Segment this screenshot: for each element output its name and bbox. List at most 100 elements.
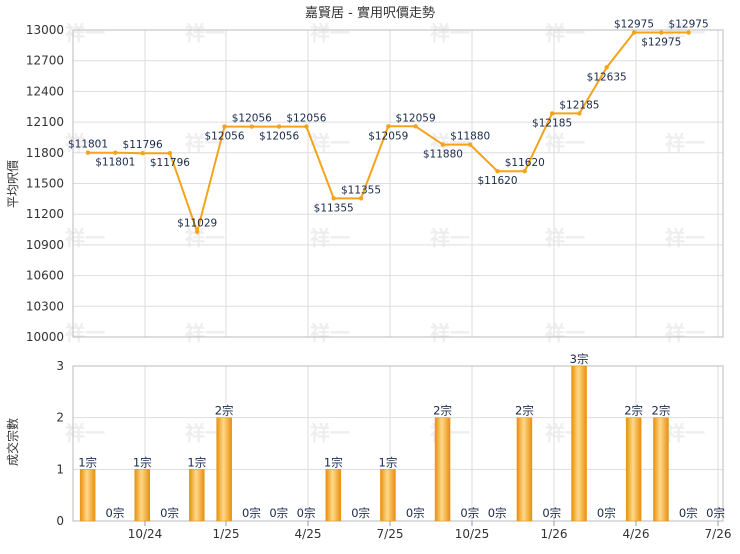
x-tick-label: 10/24	[128, 527, 163, 541]
price-data-label: $11801	[95, 157, 135, 169]
watermark-text: 祥一	[430, 21, 470, 45]
transaction-data-label: 2宗	[215, 404, 234, 418]
transaction-data-label: 1宗	[78, 455, 97, 469]
watermark-text: 祥一	[310, 421, 350, 445]
watermark-text: 祥一	[185, 226, 225, 250]
price-point	[631, 30, 637, 35]
transaction-data-label: 0宗	[406, 506, 425, 520]
transaction-data-label: 3宗	[570, 352, 589, 366]
watermark-text: 祥一	[65, 131, 105, 155]
plot-frame	[72, 365, 724, 522]
x-tick-label: 10/25	[455, 527, 490, 541]
y-axis-label: 成交宗數	[5, 418, 20, 466]
price-data-label: $12059	[368, 130, 408, 142]
watermark-text: 祥一	[185, 21, 225, 45]
price-data-label: $12975	[614, 19, 654, 31]
watermark-text: 祥一	[545, 21, 585, 45]
watermark-text: 祥一	[545, 321, 585, 345]
plot-frame	[72, 29, 724, 338]
price-point	[440, 142, 446, 147]
watermark-text: 祥一	[65, 421, 105, 445]
transaction-data-label: 0宗	[706, 506, 725, 520]
y-axis-label: 平均呎價	[6, 160, 20, 208]
price-point	[358, 196, 364, 201]
price-point	[222, 124, 227, 129]
price-point	[468, 142, 473, 147]
transaction-bar	[571, 365, 587, 522]
y-tick-label: 11800	[26, 146, 64, 160]
transaction-data-label: 0宗	[297, 506, 316, 520]
transaction-bar	[325, 469, 342, 522]
price-data-label: $12059	[396, 112, 436, 124]
price-data-label: $11355	[341, 184, 381, 196]
watermark-text: 祥一	[430, 131, 470, 155]
y-tick-label: 11200	[26, 207, 64, 221]
price-point	[304, 124, 309, 129]
price-point	[386, 124, 391, 129]
watermark-text: 祥一	[310, 321, 350, 345]
price-data-label: $11880	[450, 131, 490, 143]
transaction-bar	[434, 417, 451, 522]
watermark-text: 祥一	[310, 226, 350, 250]
price-point	[659, 30, 664, 35]
x-tick-label: 7/26	[705, 527, 732, 541]
watermark-text: 祥一	[545, 226, 585, 250]
y-tick-label: 1	[56, 462, 64, 476]
price-point	[140, 151, 145, 156]
price-point	[195, 229, 200, 234]
transaction-data-label: 0宗	[351, 506, 370, 520]
transaction-bar	[216, 417, 232, 522]
watermark-text: 祥一	[65, 21, 105, 45]
price-point	[413, 124, 418, 129]
price-data-label: $12056	[286, 113, 326, 125]
transaction-bar	[516, 417, 533, 522]
transaction-data-label: 2宗	[433, 404, 452, 418]
price-point	[686, 30, 691, 35]
price-line-chart: 嘉賢居 - 實用呎價走勢 平均呎價 10000 10300 10600 10900 11…	[6, 5, 724, 344]
price-data-label: $11801	[68, 139, 108, 151]
price-data-label: $12056	[259, 131, 299, 143]
price-point	[522, 169, 527, 174]
y-tick-label: 0	[56, 514, 64, 528]
y-tick-label: 10600	[26, 269, 64, 283]
y-tick-label: 13000	[26, 23, 64, 37]
y-tick-label: 10900	[26, 238, 64, 252]
watermark-text: 祥一	[185, 321, 225, 345]
watermark-text: 祥一	[310, 21, 350, 45]
x-tick-label: 7/25	[377, 527, 404, 541]
y-tick-label: 2	[56, 411, 64, 425]
watermark-text: 祥一	[545, 131, 585, 155]
price-point	[167, 151, 173, 156]
price-point	[495, 169, 500, 174]
watermark-text: 祥一	[430, 226, 470, 250]
transaction-data-label: 0宗	[460, 506, 479, 520]
y-tick-label: 12100	[26, 115, 64, 129]
y-tick-label: 10300	[26, 299, 64, 313]
transaction-data-label: 1宗	[187, 455, 206, 469]
watermark-text: 祥一	[65, 321, 105, 345]
y-tick-label: 10000	[26, 330, 64, 344]
x-tick-label: 4/26	[623, 527, 650, 541]
price-data-label: $12975	[669, 19, 709, 31]
price-point	[85, 150, 91, 155]
watermark-text: 祥一	[430, 321, 470, 345]
x-tick-label: 4/25	[295, 527, 322, 541]
price-data-label: $11796	[150, 157, 190, 169]
chart-title: 嘉賢居 - 實用呎價走勢	[305, 5, 435, 21]
watermark-text: 祥一	[665, 321, 705, 345]
transaction-bar	[625, 417, 642, 522]
price-point	[604, 65, 609, 70]
y-tick-label: 12700	[26, 54, 64, 68]
transaction-data-label: 1宗	[379, 455, 398, 469]
price-data-label: $11029	[177, 218, 217, 230]
price-data-label: $12056	[204, 131, 244, 143]
price-data-label: $12975	[641, 37, 681, 49]
watermark-text: 祥一	[665, 226, 705, 250]
price-data-label: $11620	[505, 157, 545, 169]
y-tick-label: 3	[56, 359, 64, 373]
price-data-label: $11796	[123, 139, 163, 151]
transaction-data-label: 0宗	[242, 506, 261, 520]
